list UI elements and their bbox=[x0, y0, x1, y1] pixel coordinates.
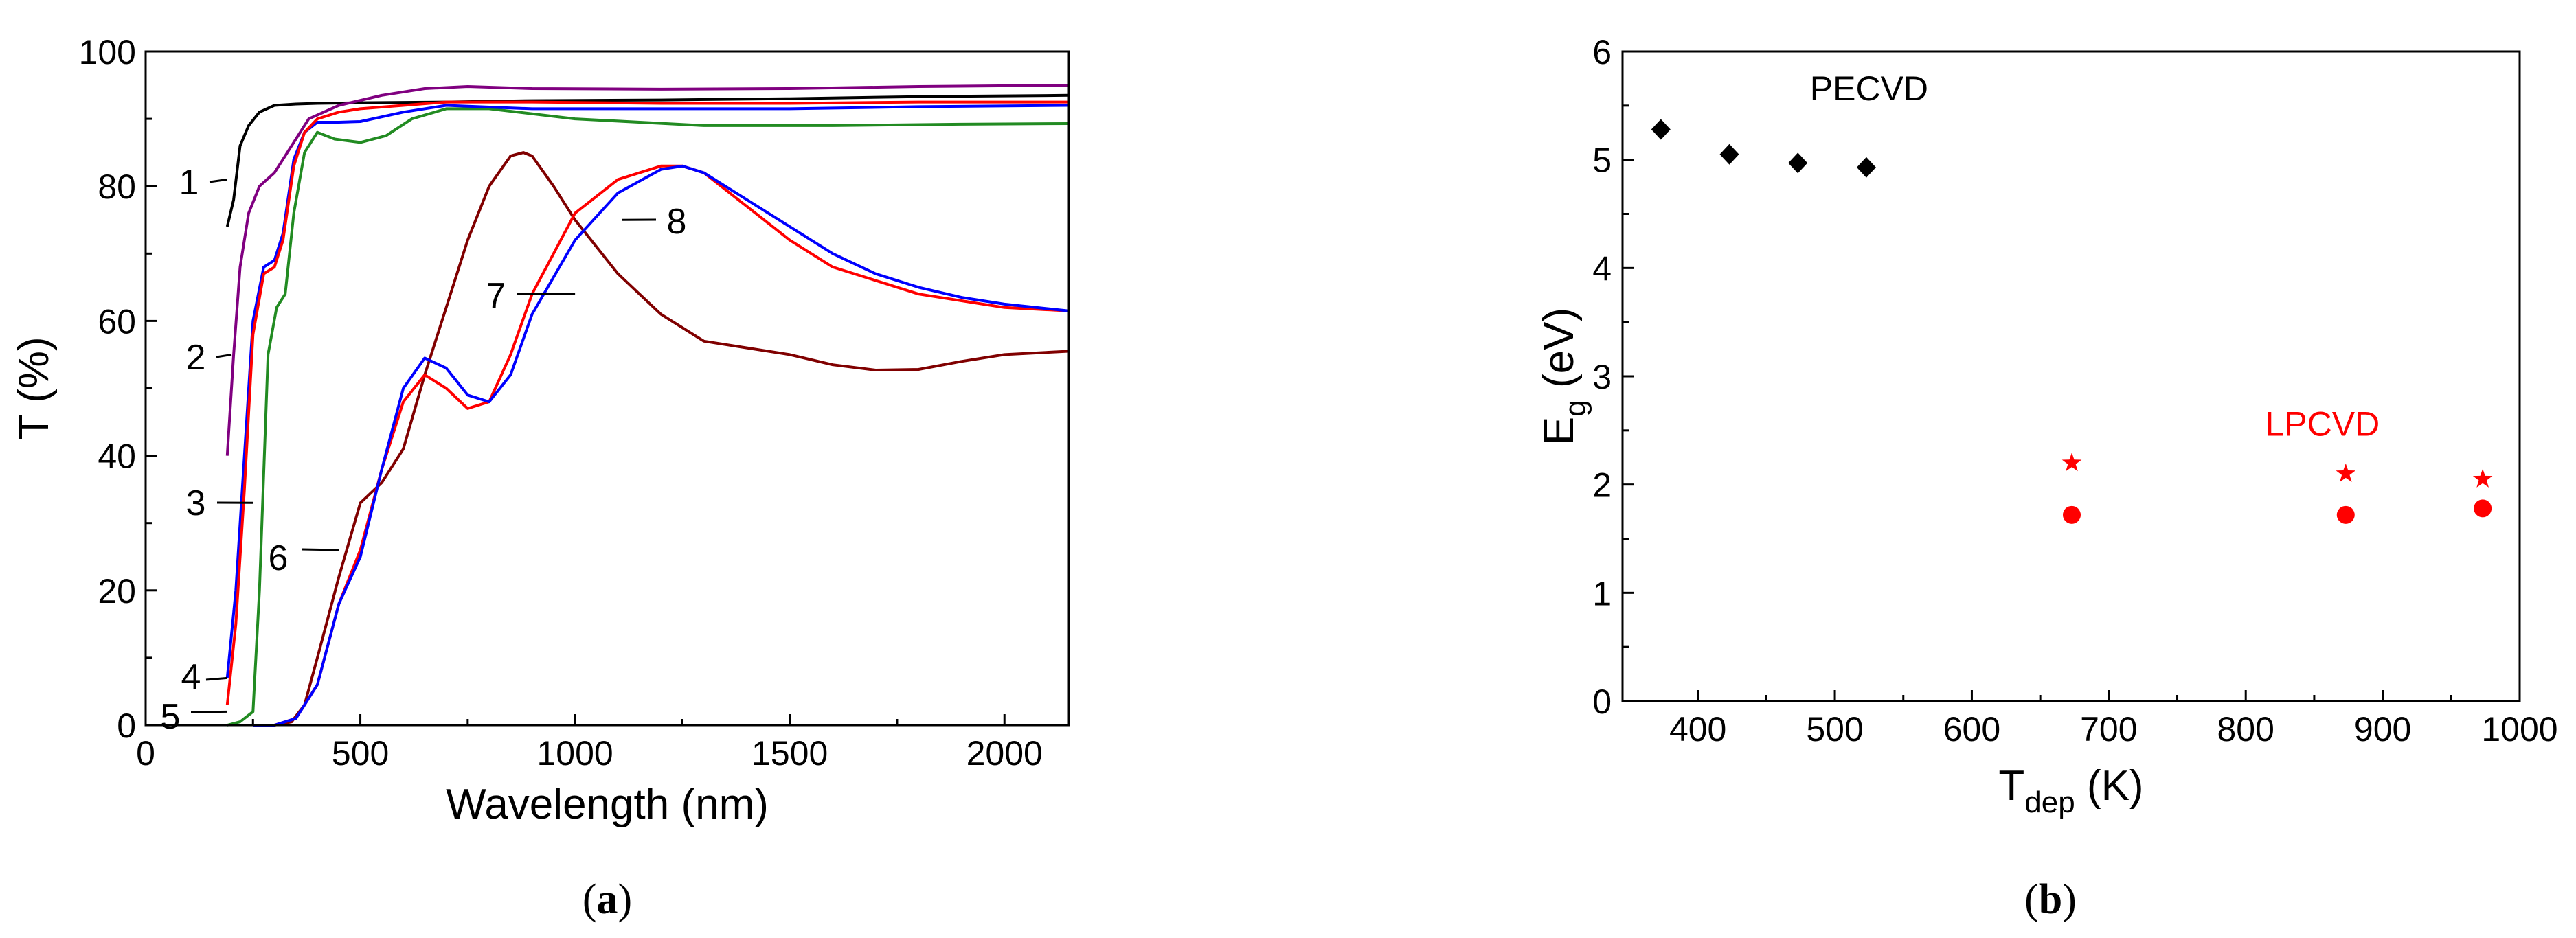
panel-b-bandgap-chart: PECVD LPCVD 400 500 600 700 800 900 1000 0 1 2 3 4 5 6… bbox=[1535, 33, 2558, 923]
y-tick-label: 4 bbox=[1592, 249, 1612, 288]
y-tick-label: 6 bbox=[1592, 33, 1612, 71]
data-point-diamond bbox=[1719, 144, 1739, 165]
panel-letter-a: a bbox=[597, 876, 618, 923]
curve-5 bbox=[225, 100, 1069, 705]
x-tick-label: 0 bbox=[136, 734, 155, 773]
curve-6 bbox=[253, 151, 1070, 727]
x-axis-subscript: dep bbox=[2024, 786, 2075, 819]
x-tick-label: 600 bbox=[1943, 710, 2000, 748]
curve-label-leader bbox=[302, 548, 339, 551]
data-point-star bbox=[2061, 453, 2082, 472]
curve-label-leader bbox=[190, 710, 227, 713]
curve-2 bbox=[225, 84, 1070, 456]
plot-frame-b bbox=[1621, 50, 2521, 702]
y-tick-label: 0 bbox=[1592, 683, 1612, 721]
x-tick-label: 500 bbox=[1806, 710, 1863, 748]
data-point-diamond bbox=[1788, 152, 1808, 174]
x-axis-label-a: Wavelength (nm) bbox=[446, 781, 769, 828]
y-tick-label: 40 bbox=[98, 437, 136, 476]
curve-label: 5 bbox=[161, 697, 181, 737]
y-tick-label: 60 bbox=[98, 302, 136, 341]
panel-a-transmittance-chart: 1 2 3 45 6 7 8 0 500 1000 1500 2000 0 20 40 60 80 100 Wa… bbox=[10, 33, 1070, 923]
curve-label: 1 bbox=[179, 163, 199, 203]
data-point-circle bbox=[2336, 505, 2355, 524]
x-tick-label: 2000 bbox=[967, 734, 1043, 773]
panel-caption-a: (a) bbox=[583, 876, 632, 923]
curve-4 bbox=[225, 104, 1070, 678]
y-tick-label: 3 bbox=[1592, 358, 1612, 396]
curve-labels: 1 2 3 45 6 7 8 bbox=[161, 163, 687, 737]
group-label: LPCVD bbox=[2266, 405, 2380, 444]
curve-8 bbox=[253, 164, 1070, 727]
x-tick-label: 1000 bbox=[2481, 710, 2557, 748]
curve-label: 3 bbox=[186, 483, 206, 523]
y-tick-label: 100 bbox=[79, 33, 136, 71]
curve-label: 4 bbox=[181, 657, 201, 697]
x-tick-label: 400 bbox=[1669, 710, 1726, 748]
panel-caption-b: (b) bbox=[2024, 876, 2077, 923]
x-tick-label: 800 bbox=[2217, 710, 2274, 748]
data-point-circle bbox=[2062, 505, 2081, 524]
curve-label: 8 bbox=[667, 202, 687, 242]
y-tick-label: 2 bbox=[1592, 466, 1612, 505]
y-axis-label-a: T (%) bbox=[10, 336, 58, 439]
axis-ticks-a: 0 500 1000 1500 2000 0 20 40 60 80 100 bbox=[79, 33, 1043, 773]
y-axis-label-b: Eg (eV) bbox=[1535, 308, 1592, 445]
x-axis-unit: (K) bbox=[2075, 762, 2144, 810]
x-tick-label: 1000 bbox=[536, 734, 613, 773]
group-label: PECVD bbox=[1810, 69, 1928, 108]
curve-label: 6 bbox=[269, 538, 289, 578]
y-axis-symbol: E bbox=[1535, 417, 1583, 445]
curve-3 bbox=[227, 107, 1070, 727]
x-axis-symbol: T bbox=[1998, 762, 2024, 810]
y-tick-label: 20 bbox=[98, 572, 136, 610]
curve-1 bbox=[225, 93, 1070, 227]
curve-label-leader bbox=[209, 178, 227, 183]
x-tick-label: 500 bbox=[332, 734, 389, 773]
group-annotations: PECVD LPCVD bbox=[1810, 69, 2380, 444]
y-tick-label: 5 bbox=[1592, 141, 1612, 180]
transmittance-curves bbox=[225, 84, 1070, 727]
y-tick-label: 0 bbox=[117, 707, 136, 745]
x-tick-label: 1500 bbox=[752, 734, 828, 773]
x-axis-label-b: Tdep (K) bbox=[1998, 762, 2143, 819]
data-point-star bbox=[2472, 468, 2493, 488]
curve-label-leader bbox=[205, 676, 227, 681]
bandgap-points bbox=[1651, 119, 2493, 524]
x-tick-label: 700 bbox=[2080, 710, 2137, 748]
axis-ticks-b: 400 500 600 700 800 900 1000 0 1 2 3 4 5 6 bbox=[1592, 33, 2557, 748]
curve-label: 7 bbox=[486, 276, 506, 316]
y-tick-label: 80 bbox=[98, 168, 136, 206]
x-tick-label: 900 bbox=[2354, 710, 2411, 748]
data-point-diamond bbox=[1856, 157, 1876, 178]
data-point-diamond bbox=[1651, 119, 1671, 140]
data-point-circle bbox=[2474, 499, 2492, 518]
plot-frame-a bbox=[144, 50, 1070, 727]
curve-label: 2 bbox=[186, 338, 206, 378]
curve-7 bbox=[253, 164, 1070, 727]
curve-label-leader bbox=[216, 353, 232, 358]
y-axis-subscript: g bbox=[1559, 400, 1592, 416]
data-point-star bbox=[2336, 463, 2355, 482]
panel-letter-b: b bbox=[2039, 876, 2062, 923]
y-tick-label: 1 bbox=[1592, 574, 1612, 613]
y-axis-unit: (eV) bbox=[1535, 308, 1583, 400]
